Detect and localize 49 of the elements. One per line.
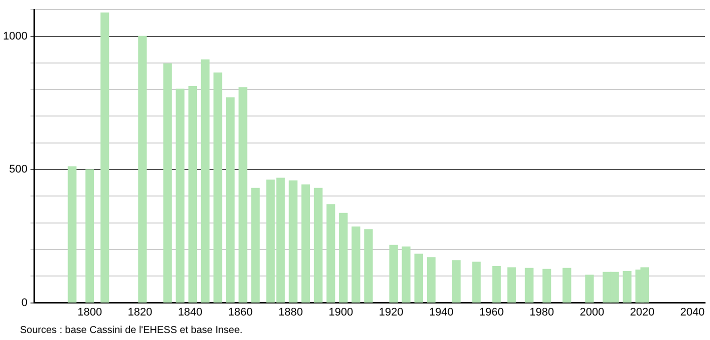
source-note: Sources : base Cassini de l'EHESS et base Insee. xyxy=(20,325,243,336)
bar xyxy=(389,244,398,303)
x-tick-label: 1820 xyxy=(128,306,152,318)
bar xyxy=(163,63,172,303)
bar xyxy=(238,87,248,303)
x-tick-label: 1860 xyxy=(228,306,253,318)
x-tick-label: 1980 xyxy=(530,306,554,318)
bar xyxy=(352,226,360,303)
x-tick-label: 1920 xyxy=(378,306,404,318)
bar xyxy=(68,166,76,303)
bar xyxy=(213,72,222,303)
x-tick-label: 1960 xyxy=(479,306,504,318)
bar xyxy=(138,36,147,303)
bar xyxy=(542,268,552,303)
bar xyxy=(524,268,534,303)
bar xyxy=(288,180,298,303)
bar xyxy=(562,268,572,303)
bar xyxy=(472,262,481,303)
y-tick-label: 0 xyxy=(21,296,28,309)
bar xyxy=(314,188,323,303)
y-tick-label: 1000 xyxy=(2,30,28,42)
bar xyxy=(85,169,94,303)
bar xyxy=(492,266,501,303)
x-tick-label: 1940 xyxy=(429,306,454,318)
bar xyxy=(414,254,424,303)
bar xyxy=(251,188,260,303)
x-tick-label: 2000 xyxy=(580,306,604,318)
x-tick-label: 2040 xyxy=(680,306,705,318)
x-tick-label: 1800 xyxy=(77,306,102,318)
bar xyxy=(226,97,235,303)
bar xyxy=(426,257,436,303)
bar xyxy=(585,274,594,303)
bar xyxy=(176,88,184,303)
bar xyxy=(188,86,198,303)
x-tick-label: 1900 xyxy=(328,306,354,318)
bar xyxy=(200,59,210,303)
x-tick-label: 1840 xyxy=(178,306,202,318)
bar xyxy=(339,212,348,303)
bar xyxy=(507,267,516,303)
bar xyxy=(452,260,461,303)
bar xyxy=(301,184,310,303)
bar xyxy=(100,12,110,303)
bar xyxy=(402,246,410,303)
bar xyxy=(364,229,373,303)
bar xyxy=(622,271,632,303)
y-tick-label: 500 xyxy=(9,164,28,176)
bar xyxy=(326,204,336,303)
x-tick-label: 2020 xyxy=(630,306,654,318)
x-tick-label: 1880 xyxy=(278,306,303,318)
